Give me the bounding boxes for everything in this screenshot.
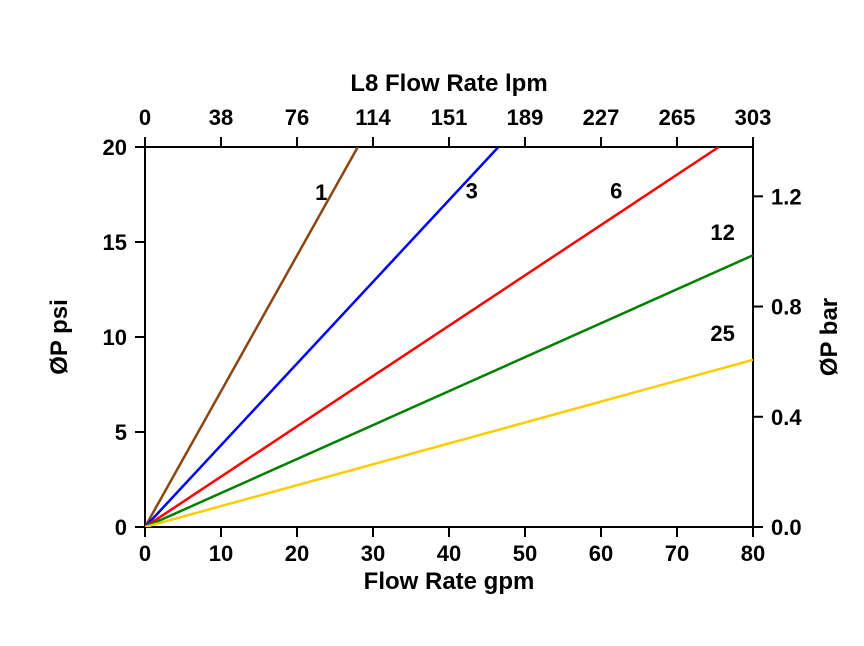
x-top-tick-label: 265 [659, 105, 696, 130]
x-bottom-tick-label: 70 [665, 541, 689, 566]
series-label-3: 3 [466, 178, 478, 203]
series-label-1: 1 [315, 180, 327, 205]
x-top-tick-label: 114 [355, 105, 391, 130]
y-left-tick-label: 20 [103, 135, 127, 160]
right-axis-label: ØP bar [816, 298, 843, 376]
y-right-tick-label: 1.2 [771, 184, 802, 209]
y-left-tick-label: 5 [115, 420, 127, 445]
x-bottom-tick-label: 80 [741, 541, 765, 566]
y-left-tick-label: 10 [103, 325, 127, 350]
x-top-tick-label: 227 [583, 105, 620, 130]
x-bottom-tick-label: 20 [285, 541, 309, 566]
bottom-axis-label: Flow Rate gpm [364, 568, 535, 595]
x-top-tick-label: 76 [285, 105, 309, 130]
x-top-tick-label: 0 [139, 105, 151, 130]
y-left-tick-label: 0 [115, 515, 127, 540]
y-right-tick-label: 0.8 [771, 295, 802, 320]
x-top-tick-label: 189 [507, 105, 544, 130]
series-label-25: 25 [710, 321, 734, 346]
y-right-tick-label: 0.0 [771, 515, 802, 540]
series-label-6: 6 [610, 178, 622, 203]
x-bottom-tick-label: 30 [361, 541, 385, 566]
x-bottom-tick-label: 60 [589, 541, 613, 566]
x-bottom-tick-label: 0 [139, 541, 151, 566]
x-bottom-tick-label: 50 [513, 541, 537, 566]
x-top-tick-label: 151 [431, 105, 468, 130]
left-axis-label: ØP psi [46, 299, 73, 375]
x-bottom-tick-label: 40 [437, 541, 461, 566]
top-axis-label: L8 Flow Rate lpm [350, 70, 547, 97]
chart-container: 0102030405060708003876114151189227265303… [0, 0, 864, 646]
x-bottom-tick-label: 10 [209, 541, 233, 566]
y-right-tick-label: 0.4 [771, 405, 802, 430]
pressure-flow-chart: 0102030405060708003876114151189227265303… [0, 0, 864, 646]
x-top-tick-label: 38 [209, 105, 233, 130]
x-top-tick-label: 303 [735, 105, 772, 130]
y-left-tick-label: 15 [103, 230, 127, 255]
series-label-12: 12 [710, 220, 734, 245]
